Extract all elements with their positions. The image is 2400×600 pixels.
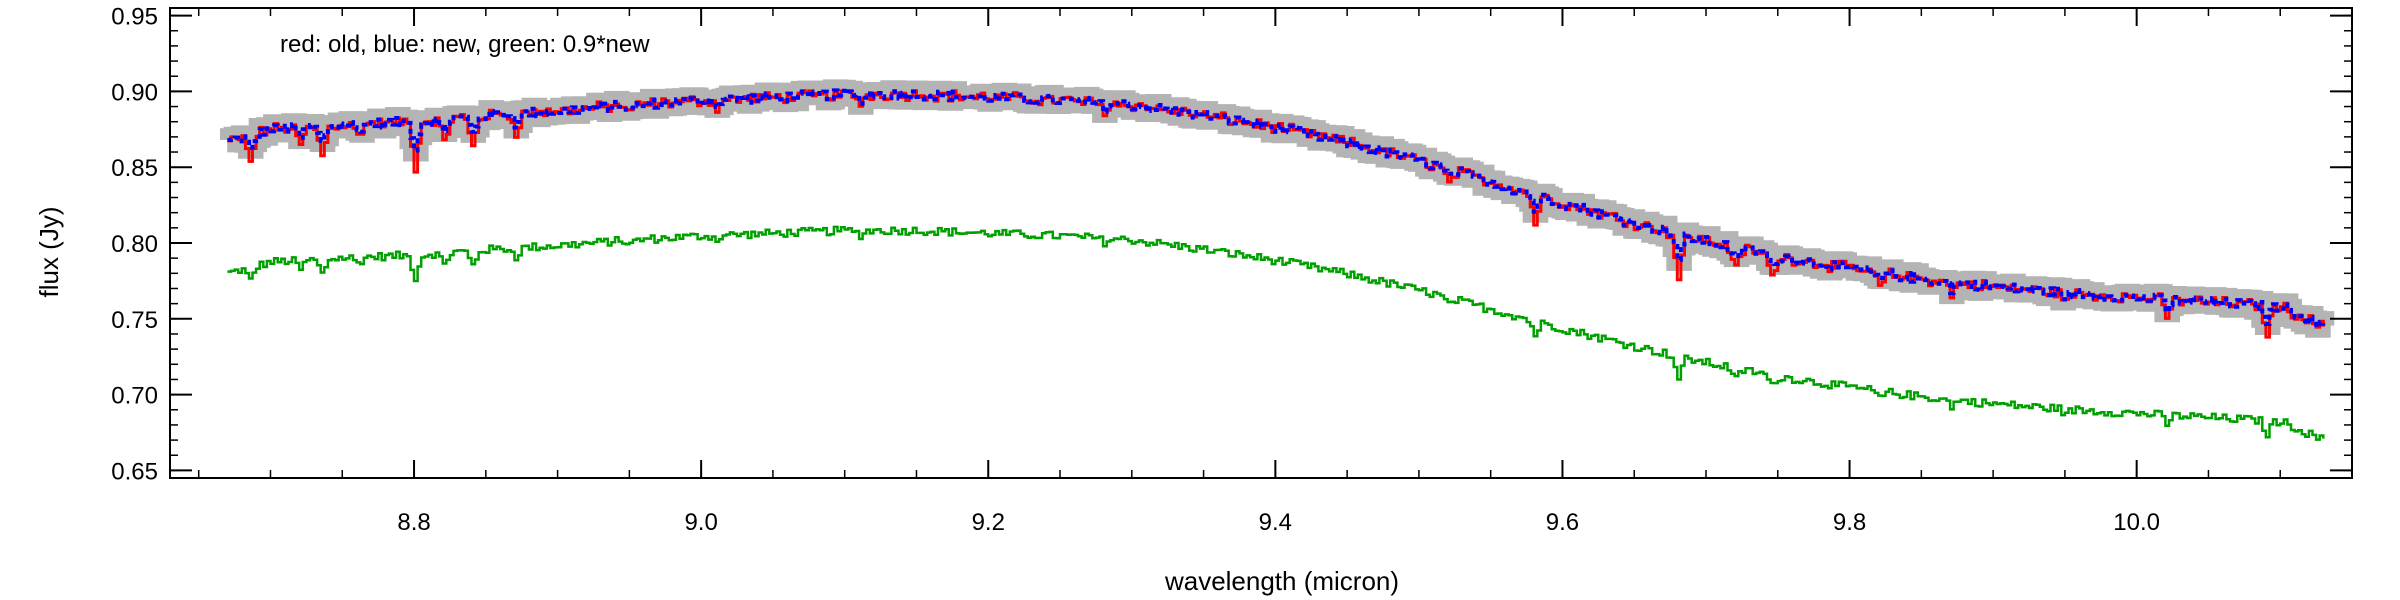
x-tick-label: 9.2: [972, 509, 1005, 536]
chart-annotation: red: old, blue: new, green: 0.9*new: [280, 31, 650, 58]
y-tick-label: 0.80: [111, 231, 158, 258]
y-tick-label: 0.85: [111, 155, 158, 182]
series-scaled: [227, 225, 2325, 441]
x-tick-label: 9.4: [1259, 509, 1292, 536]
x-tick-label: 9.6: [1546, 509, 1579, 536]
x-tick-label: 10.0: [2113, 509, 2160, 536]
x-tick-label: 8.8: [397, 509, 430, 536]
y-tick-label: 0.70: [111, 383, 158, 410]
x-axis-label: wavelength (micron): [1164, 566, 1399, 596]
y-tick-label: 0.95: [111, 4, 158, 31]
series-new: [227, 88, 2326, 329]
x-tick-label: 9.8: [1833, 509, 1866, 536]
axes: 8.8 9.0 9.2 9.4 9.6 9.8 10.0 0.65 0.70 0.75 0.80 0.…: [111, 4, 2353, 536]
x-tick-label: 9.0: [684, 509, 717, 536]
y-tick-label: 0.65: [111, 458, 158, 485]
y-tick-label: 0.75: [111, 307, 158, 334]
y-tick-label: 0.90: [111, 79, 158, 106]
plot-area: [220, 79, 2335, 441]
y-axis-label: flux (Jy): [34, 207, 64, 298]
